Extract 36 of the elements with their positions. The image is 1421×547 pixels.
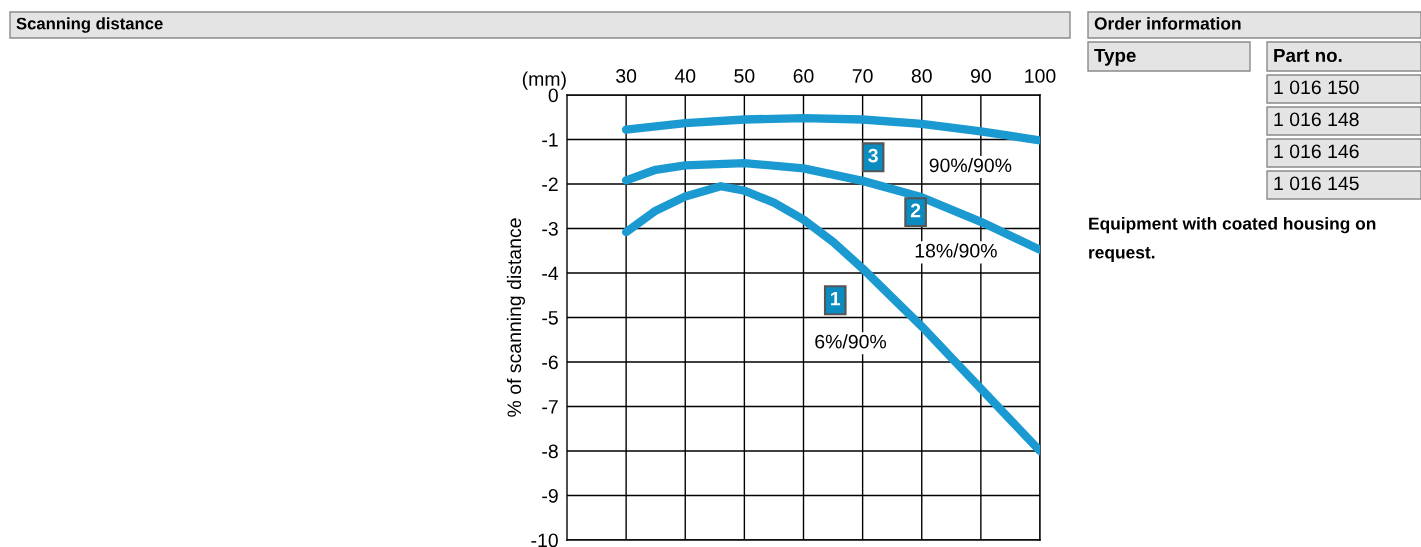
text: Equipment with coated housing on request.	[1089, 217, 1376, 263]
y-tick-label: -5	[542, 311, 558, 325]
y-tick-label: -6	[542, 355, 558, 370]
text: Order information	[1094, 16, 1241, 30]
text: 1 016 148	[1274, 112, 1359, 127]
y-tick-label: 0	[548, 88, 558, 103]
y-tick-label: -9	[542, 488, 558, 503]
x-axis-title: (mm)	[522, 71, 566, 90]
x-tick-label: 80	[911, 69, 932, 83]
text: 1 016 146	[1274, 144, 1359, 159]
text: 1 016 150	[1274, 80, 1359, 95]
x-tick-label: 90	[970, 69, 991, 83]
y-tick-label: -3	[542, 221, 558, 236]
x-tick-label: 30	[616, 69, 637, 83]
x-tick-label: 40	[674, 69, 696, 83]
y-tick-label: -2	[542, 177, 558, 192]
y-axis-title: % of scanning distance	[506, 218, 526, 417]
y-tick-label: -10	[531, 533, 558, 547]
y-tick-label: -8	[542, 444, 558, 459]
y-tick-label: -7	[542, 400, 558, 414]
text: Scanning distance	[16, 17, 163, 33]
annotation: 1	[831, 291, 841, 306]
text: Type	[1094, 48, 1136, 66]
x-tick-label: 60	[793, 69, 814, 83]
text: Part no.	[1274, 48, 1342, 63]
series-label: 90%/90%	[929, 157, 1012, 173]
x-tick-label: 70	[852, 69, 873, 83]
text: 1 016 145	[1274, 176, 1359, 191]
y-tick-label: -1	[542, 133, 558, 147]
x-tick-label: 100	[1025, 69, 1056, 83]
annotation: 2	[910, 203, 921, 218]
x-tick-label: 50	[734, 69, 755, 83]
y-tick-label: -4	[542, 266, 559, 281]
series-label: 6%/90%	[815, 334, 887, 349]
series-label: 18%/90%	[915, 243, 997, 258]
annotation: 3	[868, 148, 878, 163]
